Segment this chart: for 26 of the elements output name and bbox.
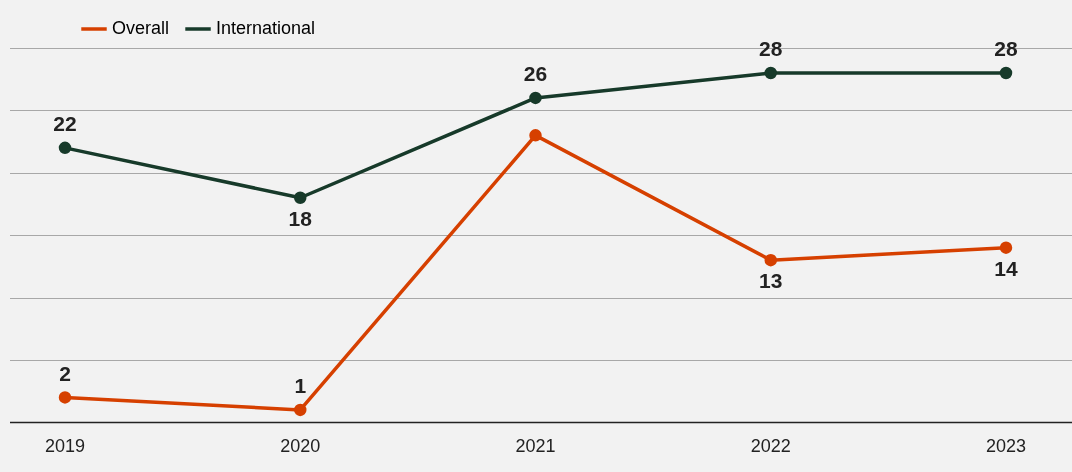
x-tick-label: 2022	[750, 436, 791, 457]
point	[999, 66, 1013, 80]
point	[764, 253, 777, 267]
point	[999, 241, 1013, 254]
x-tick-label: 2023	[985, 436, 1027, 457]
data-label: 28	[994, 37, 1018, 61]
legend-label: Overall	[112, 17, 170, 38]
data-label: 13	[759, 269, 783, 293]
point	[294, 403, 307, 417]
data-label: 2	[59, 361, 71, 385]
x-tick-label: 2021	[515, 436, 556, 457]
data-label: 26	[523, 62, 548, 86]
data-label: 14	[994, 256, 1018, 280]
point	[764, 66, 777, 80]
data-label: 28	[759, 37, 783, 61]
point	[58, 391, 72, 404]
point	[529, 91, 542, 105]
x-tick-label: 2019	[44, 436, 86, 457]
point	[529, 129, 542, 142]
data-label: 1	[294, 374, 307, 398]
point	[58, 141, 72, 155]
data-label: 18	[288, 207, 313, 231]
point	[294, 191, 307, 205]
legend-label: International	[216, 17, 316, 38]
x-tick-label: 2020	[280, 436, 321, 457]
data-label: 22	[53, 112, 77, 136]
